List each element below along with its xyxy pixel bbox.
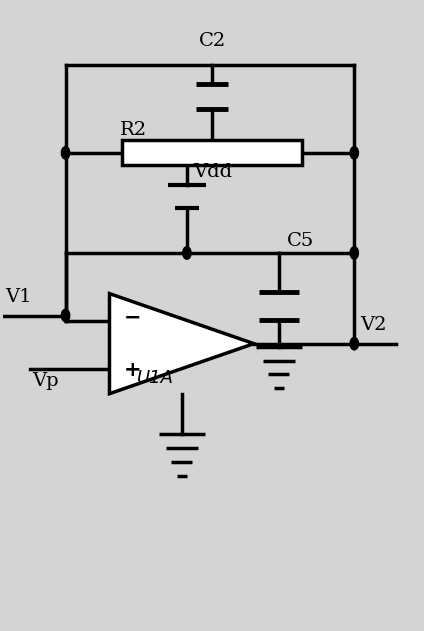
Circle shape bbox=[61, 146, 70, 159]
Text: C2: C2 bbox=[198, 32, 226, 50]
Text: U1A: U1A bbox=[137, 369, 174, 387]
Text: Vdd: Vdd bbox=[193, 163, 232, 181]
Text: V1: V1 bbox=[5, 288, 31, 306]
Text: Vp: Vp bbox=[32, 372, 59, 390]
Circle shape bbox=[183, 247, 191, 259]
Text: +: + bbox=[124, 360, 141, 380]
Circle shape bbox=[350, 146, 358, 159]
Text: R2: R2 bbox=[120, 121, 147, 139]
Text: V2: V2 bbox=[360, 316, 387, 334]
Circle shape bbox=[350, 247, 358, 259]
Text: −: − bbox=[124, 307, 141, 327]
Text: C5: C5 bbox=[287, 232, 315, 250]
Polygon shape bbox=[109, 293, 254, 394]
Bar bbox=[122, 140, 302, 165]
Circle shape bbox=[350, 338, 358, 350]
Circle shape bbox=[61, 309, 70, 322]
